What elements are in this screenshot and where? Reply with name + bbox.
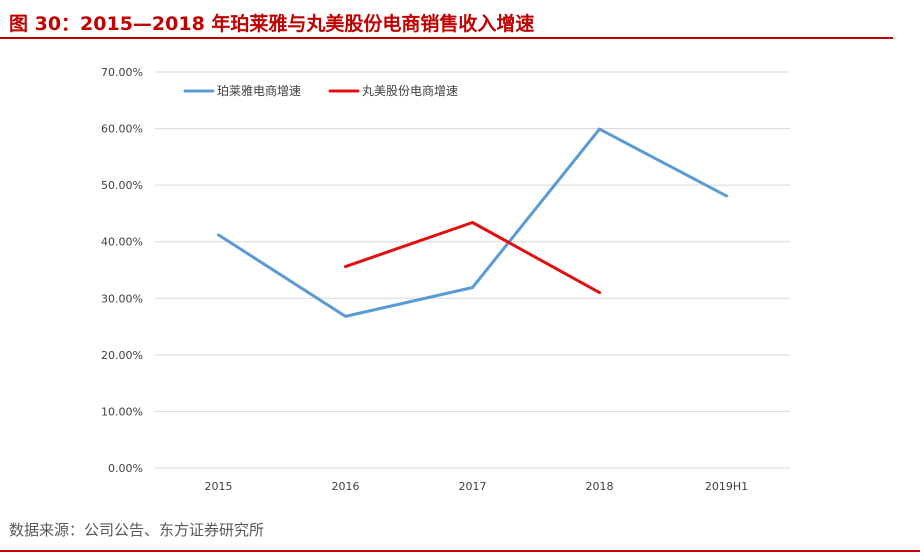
y-tick-label: 30.00% bbox=[101, 292, 143, 305]
x-tick-label: 2016 bbox=[332, 480, 360, 493]
y-tick-label: 40.00% bbox=[101, 236, 143, 249]
series-line-1 bbox=[217, 127, 728, 318]
x-tick-label: 2017 bbox=[459, 480, 487, 493]
series-line-2 bbox=[344, 221, 601, 295]
y-tick-label: 20.00% bbox=[101, 349, 143, 362]
line-chart: 0.00% 10.00% 20.00% 30.00% 40.00% 50.00% 60.00… bbox=[101, 66, 790, 493]
y-tick-label: 0.00% bbox=[108, 462, 143, 475]
y-tick-label: 50.00% bbox=[101, 179, 143, 192]
title-divider bbox=[0, 37, 893, 39]
y-tick-label: 70.00% bbox=[101, 66, 143, 79]
x-axis-tick-labels: 2015 2016 2017 2018 2019H1 bbox=[205, 480, 749, 493]
y-axis-tick-labels: 0.00% 10.00% 20.00% 30.00% 40.00% 50.00% 60.00… bbox=[101, 66, 143, 475]
y-tick-label: 10.00% bbox=[101, 405, 143, 418]
series-lines bbox=[217, 127, 728, 318]
x-tick-label: 2019H1 bbox=[705, 480, 748, 493]
bottom-divider bbox=[0, 550, 920, 552]
x-tick-label: 2015 bbox=[205, 480, 233, 493]
figure-title: 图 30：2015—2018 年珀莱雅与丸美股份电商销售收入增速 bbox=[9, 13, 535, 35]
y-tick-label: 60.00% bbox=[101, 123, 143, 136]
legend: 珀莱雅电商增速 丸美股份电商增速 bbox=[183, 83, 458, 98]
x-tick-label: 2018 bbox=[586, 480, 614, 493]
legend-label-1: 珀莱雅电商增速 bbox=[217, 83, 301, 98]
legend-label-2: 丸美股份电商增速 bbox=[362, 83, 458, 98]
gridlines bbox=[155, 71, 790, 469]
source-note: 数据来源：公司公告、东方证券研究所 bbox=[9, 521, 265, 539]
